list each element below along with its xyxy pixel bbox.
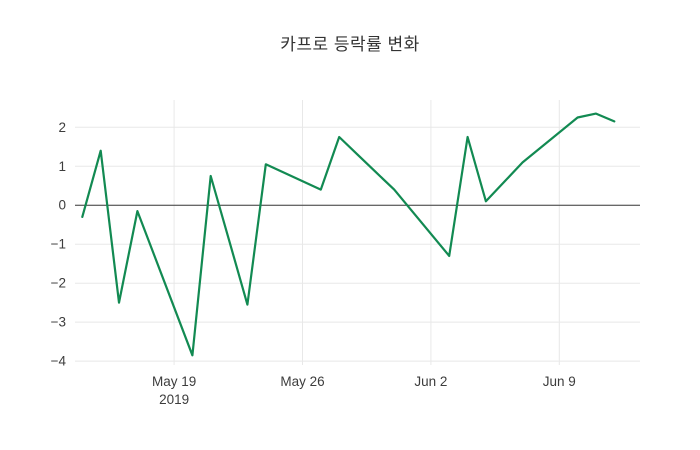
y-tick-label: 1 <box>58 159 66 174</box>
y-tick-label: 2 <box>58 120 66 135</box>
x-tick-label: Jun 9 <box>543 374 576 389</box>
series-line <box>81 112 616 357</box>
x-tick-year-label: 2019 <box>159 392 189 407</box>
y-tick-label: −2 <box>51 276 66 291</box>
chart-title: 카프로 등락률 변화 <box>280 35 420 54</box>
x-tick-label: May 26 <box>280 374 324 389</box>
x-tick-label: May 19 <box>152 374 196 389</box>
y-tick-label: 0 <box>58 198 66 213</box>
y-tick-label: −4 <box>51 354 67 369</box>
x-tick-label: Jun 2 <box>414 374 447 389</box>
y-tick-label: −1 <box>51 237 66 252</box>
y-tick-label: −3 <box>51 315 66 330</box>
